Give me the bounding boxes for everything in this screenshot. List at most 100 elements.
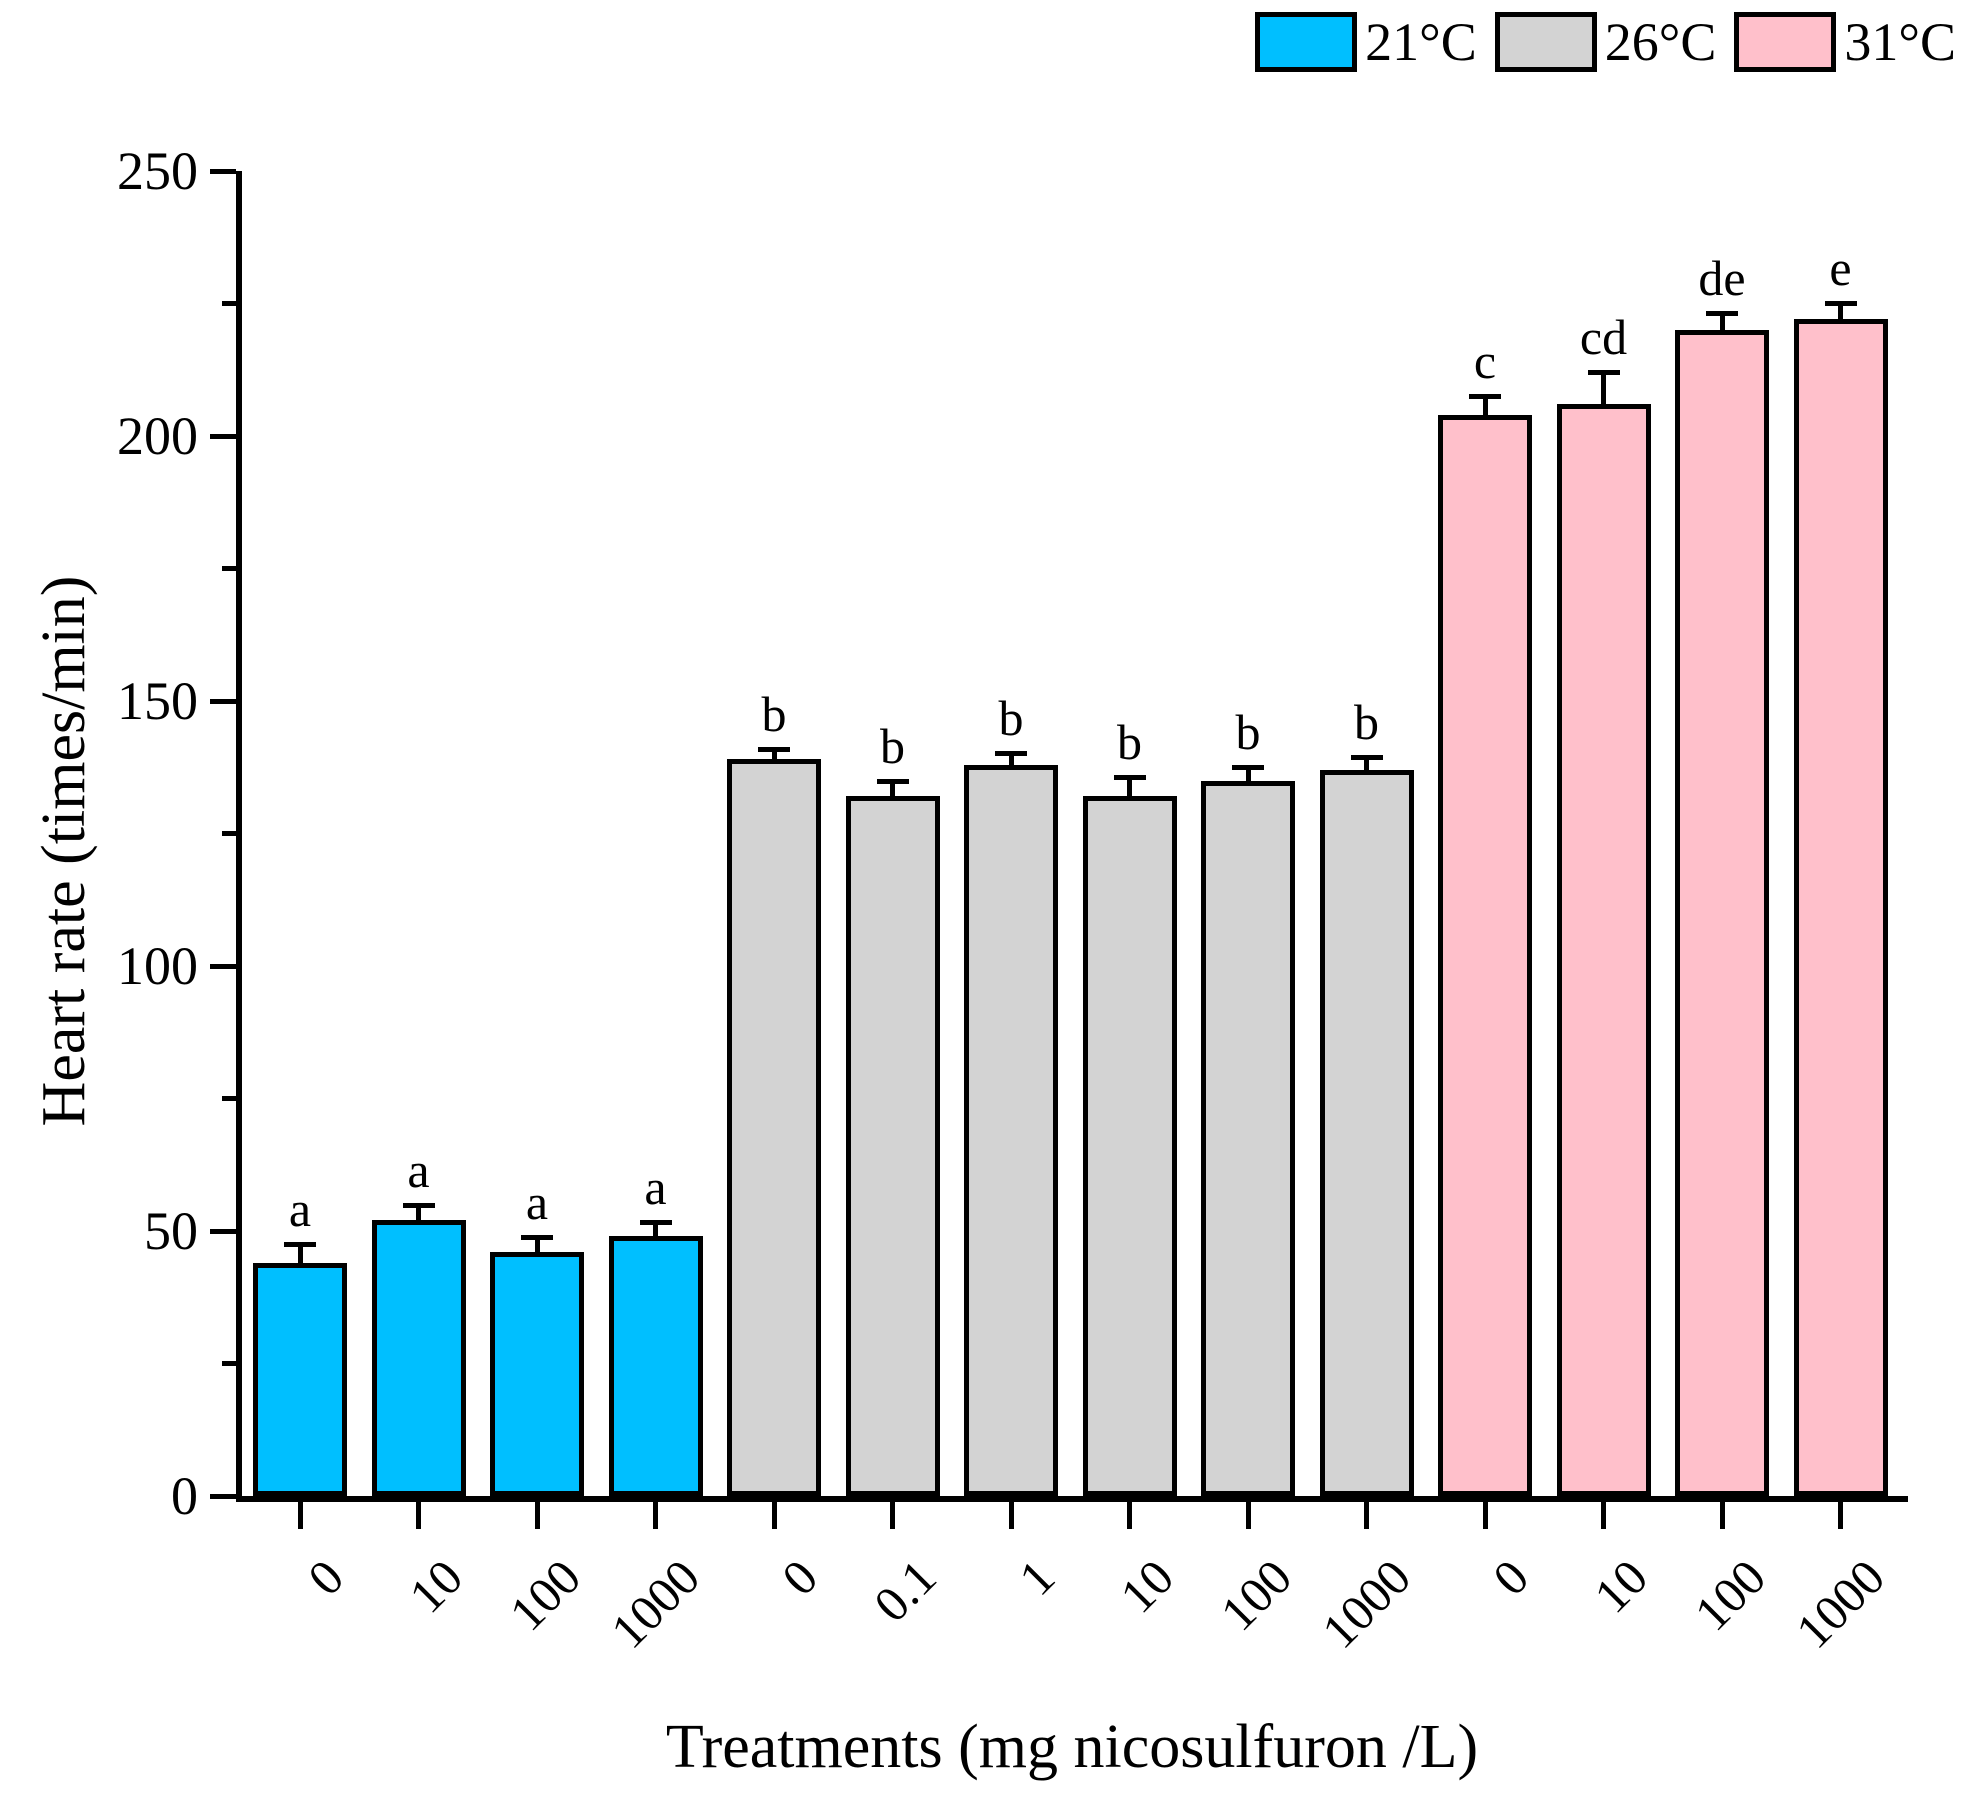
legend-entry-21c: 21°C: [1255, 12, 1495, 72]
x-axis-tick: [416, 1502, 421, 1529]
x-tick-label: 100: [498, 1548, 592, 1642]
x-tick-label: 1000: [599, 1548, 710, 1659]
bar-0.1: [845, 796, 940, 1496]
error-bar-whisker: [416, 1206, 421, 1221]
y-tick-label: 200: [117, 406, 198, 466]
error-bar-cap: [876, 778, 909, 784]
error-bar-cap: [402, 1203, 435, 1209]
legend: 21°C 26°C 31°C: [1255, 12, 1958, 72]
x-axis-tick: [1008, 1502, 1014, 1529]
y-tick-label: 250: [117, 141, 198, 201]
bar-10: [1082, 796, 1177, 1496]
legend-swatch-21c: [1255, 12, 1358, 72]
y-tick-label: 50: [144, 1201, 198, 1261]
x-axis-tick: [1127, 1502, 1132, 1529]
y-tick-label: 150: [117, 671, 198, 731]
y-axis-major-tick: [210, 963, 236, 969]
error-bar-whisker: [297, 1244, 303, 1263]
significance-letter: b: [998, 690, 1024, 746]
x-axis-tick: [534, 1502, 540, 1529]
legend-entry-31c: 31°C: [1734, 12, 1958, 72]
legend-swatch-26c: [1494, 12, 1597, 72]
bar-0: [727, 759, 821, 1496]
x-axis-tick: [1719, 1502, 1725, 1529]
x-axis-tick: [1838, 1502, 1843, 1529]
x-axis-tick: [1364, 1502, 1369, 1529]
y-axis-minor-tick: [222, 1361, 236, 1366]
error-bar-whisker: [1127, 777, 1132, 797]
x-axis-tick: [653, 1502, 658, 1529]
x-tick-label: 1000: [1310, 1548, 1421, 1659]
y-axis-major-tick: [210, 433, 236, 439]
error-bar-cap: [995, 751, 1027, 756]
x-tick-label: 10: [1108, 1548, 1184, 1624]
x-tick-label: 100: [1683, 1548, 1777, 1642]
plot-area: a a a a b b b b b b c cd de e: [236, 171, 1908, 1502]
error-bar-cap: [1232, 764, 1264, 770]
y-axis-minor-tick: [222, 566, 236, 571]
y-axis-major-tick: [210, 1493, 236, 1499]
bar-1000: [1319, 769, 1414, 1496]
error-bar-whisker: [1245, 767, 1251, 781]
x-tick-label: 1: [1007, 1548, 1066, 1606]
bar-10: [371, 1220, 466, 1496]
significance-letter: b: [761, 685, 787, 742]
error-bar-whisker: [1008, 754, 1014, 765]
error-bar-cap: [521, 1235, 553, 1241]
y-tick-label: 0: [171, 1466, 198, 1526]
bar-1: [964, 764, 1058, 1496]
y-axis-major-tick: [210, 698, 236, 704]
significance-letter: a: [407, 1142, 430, 1199]
bar-1000: [608, 1236, 703, 1496]
bar-0: [1438, 414, 1532, 1496]
y-axis-minor-tick: [222, 301, 236, 306]
x-axis-tick: [1482, 1502, 1488, 1529]
x-tick-label: 10: [397, 1548, 473, 1624]
legend-label-21c: 21°C: [1365, 12, 1477, 72]
y-axis-title: Heart rate (times/min): [30, 575, 98, 1127]
error-bar-whisker: [1601, 372, 1606, 405]
bar-0: [253, 1262, 347, 1496]
x-tick-label: 0: [1481, 1548, 1540, 1606]
x-axis-tick: [297, 1502, 303, 1529]
error-bar-cap: [284, 1241, 316, 1247]
x-axis-tick: [1245, 1502, 1251, 1529]
bar-10: [1556, 404, 1651, 1496]
error-bar-whisker: [1482, 396, 1488, 415]
error-bar-whisker: [1719, 314, 1725, 330]
error-bar-cap: [1350, 755, 1383, 761]
error-bar-cap: [758, 746, 790, 752]
significance-letter: cd: [1579, 308, 1628, 365]
error-bar-whisker: [890, 781, 895, 797]
significance-letter: a: [525, 1174, 549, 1231]
x-axis-tick: [890, 1502, 895, 1529]
x-tick-label: 1000: [1784, 1548, 1895, 1659]
error-bar-cap: [1587, 369, 1620, 375]
error-bar-whisker: [771, 749, 777, 760]
error-bar-cap: [1824, 300, 1857, 306]
error-bar-cap: [1113, 774, 1146, 780]
bar-100: [490, 1252, 584, 1496]
error-bar-cap: [1469, 393, 1501, 399]
error-bar-whisker: [653, 1223, 658, 1237]
bar-1000: [1793, 319, 1888, 1496]
error-bar-cap: [639, 1220, 672, 1226]
significance-letter: b: [880, 717, 905, 774]
x-tick-label: 0.1: [862, 1548, 947, 1633]
y-axis-major-tick: [210, 168, 236, 174]
significance-letter: a: [644, 1159, 667, 1216]
legend-label-26c: 26°C: [1604, 12, 1717, 72]
significance-letter: b: [1117, 713, 1142, 770]
x-tick-label: 0: [770, 1548, 829, 1606]
error-bar-cap: [1706, 311, 1738, 317]
x-tick-label: 0: [296, 1548, 355, 1606]
error-bar-whisker: [534, 1238, 540, 1253]
legend-label-31c: 31°C: [1844, 12, 1956, 72]
significance-letter: e: [1829, 239, 1852, 296]
legend-entry-26c: 26°C: [1494, 12, 1735, 72]
error-bar-whisker: [1838, 303, 1843, 320]
significance-letter: b: [1235, 703, 1261, 760]
error-bar-whisker: [1364, 758, 1369, 770]
x-axis-tick: [771, 1502, 777, 1529]
